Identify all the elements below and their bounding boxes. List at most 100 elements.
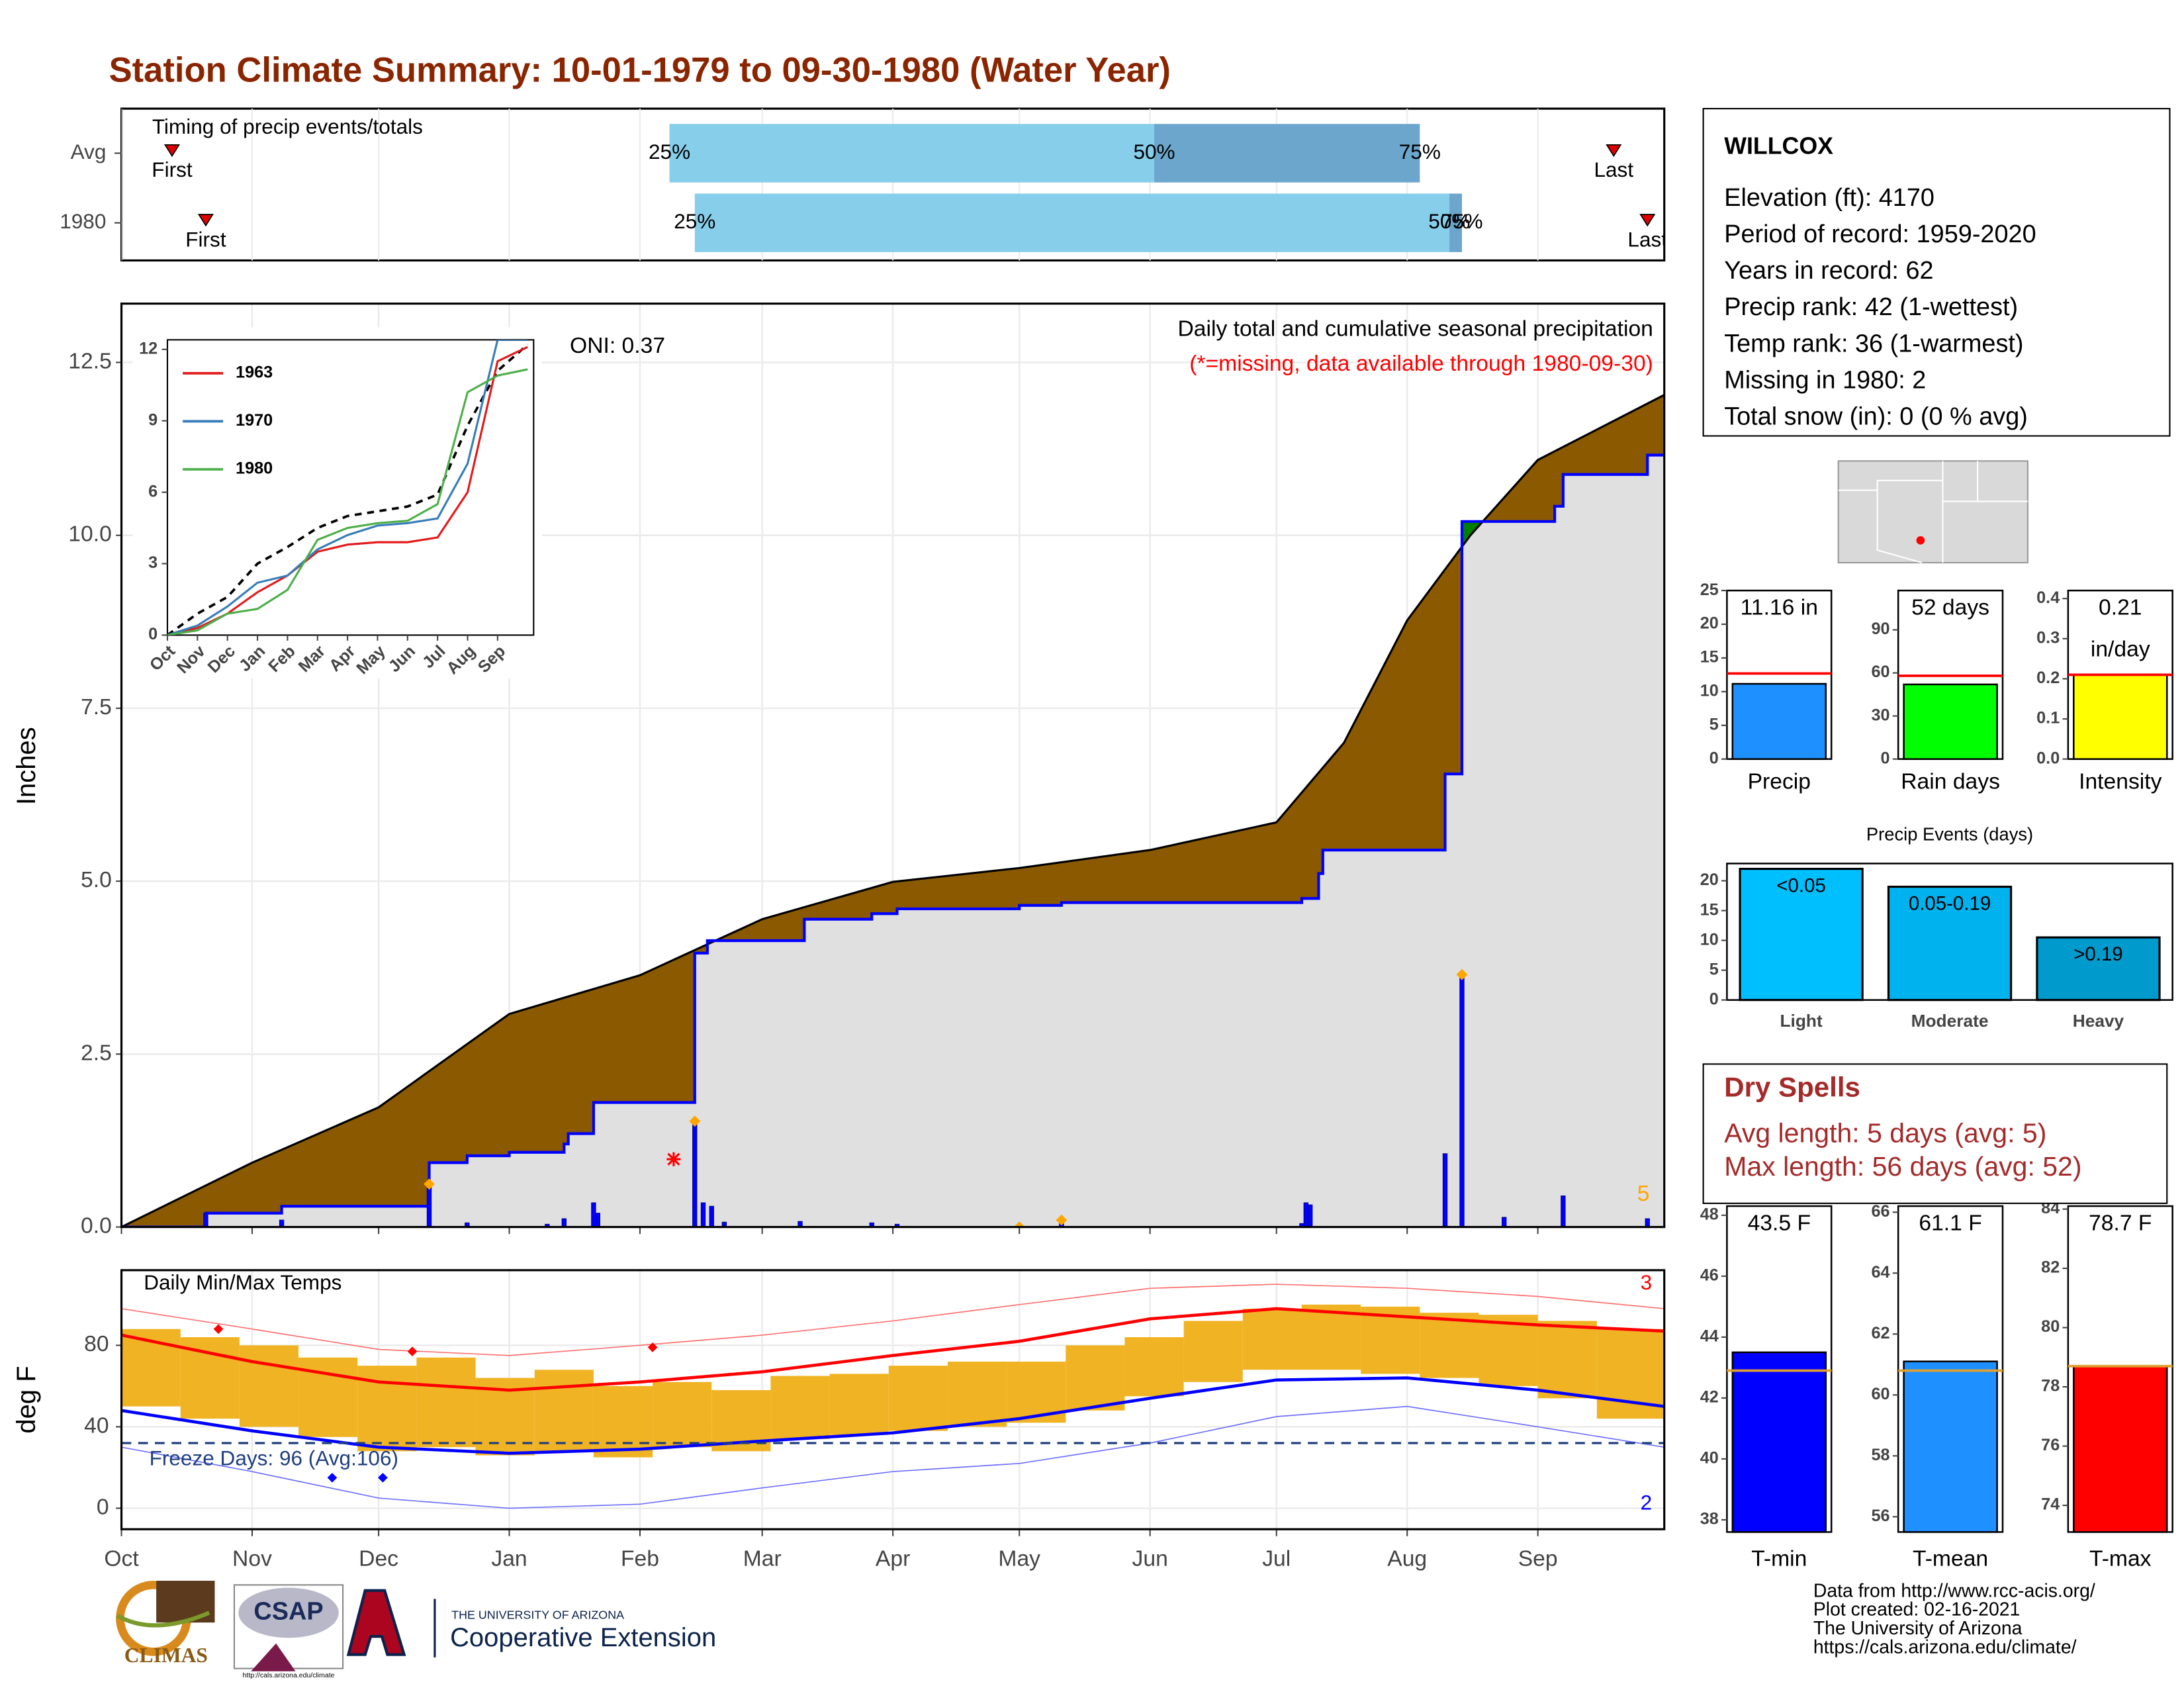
record-marker [689, 1115, 701, 1127]
daily-temp-bar [829, 1374, 889, 1435]
freeze-label: Freeze Days: 96 (Avg:106) [150, 1446, 398, 1470]
mini-name: T-mean [1913, 1546, 1988, 1571]
annotation: ONI: 0.37 [570, 334, 665, 358]
daily-bar [1303, 1202, 1309, 1227]
dry-spells-line: Max length: 56 days (avg: 52) [1724, 1151, 2081, 1182]
y-tick-label: 0 [1709, 990, 1719, 1008]
y-tick-label: 66 [1871, 1202, 1889, 1221]
year-area [121, 455, 1664, 1227]
y-tick-label: 0.2 [2036, 669, 2060, 687]
value-label: 43.5 F [1748, 1211, 1811, 1235]
value-label: in/day [2091, 637, 2150, 661]
y-tick-label: 5 [1709, 715, 1719, 733]
x-tick-label: Feb [621, 1546, 659, 1571]
legend-label: 1963 [236, 363, 273, 382]
y-tick-label: 6 [148, 482, 158, 500]
mini-bar [2073, 1365, 2168, 1533]
station-info: Elevation (ft): 4170 [1724, 184, 1934, 212]
y-tick-label: 15 [1700, 900, 1719, 919]
daily-bar [894, 1223, 900, 1227]
x-tick-label: Light [1780, 1011, 1823, 1031]
daily-temp-bar [653, 1382, 712, 1448]
x-tick-label: Jul [1262, 1546, 1291, 1571]
series-line [167, 340, 528, 635]
logo-text: CLIMAS [124, 1644, 208, 1667]
daily-temp-bar [1124, 1337, 1184, 1397]
inset-plot [167, 340, 529, 635]
footer-line: Data from http://www.rcc-acis.org/ [1813, 1580, 2095, 1601]
timing-row-label: Avg [71, 140, 107, 164]
y-tick-label: 0 [148, 625, 158, 643]
dry-spells-line: Avg length: 5 days (avg: 5) [1724, 1118, 2046, 1149]
mini-bar [2073, 674, 2168, 760]
daily-bar [1502, 1217, 1507, 1227]
x-tick-label: Moderate [1911, 1011, 1989, 1031]
missing-marker [666, 1152, 681, 1166]
temp-frame [120, 1269, 1666, 1530]
y-tick-label: 20 [1700, 870, 1719, 889]
value-label: 52 days [1911, 595, 1989, 620]
timing-bar-early [694, 193, 1449, 252]
daily-temp-bar [180, 1337, 240, 1419]
dry-spells-box [1702, 1063, 2168, 1204]
event-threshold: 0.05-0.19 [1909, 893, 1991, 915]
mini-bar [1731, 682, 1827, 760]
timing-quantile-label: 75% [1441, 209, 1482, 233]
average-line [167, 344, 529, 635]
y-tick-label: 5 [1709, 960, 1719, 978]
timing-marker [1606, 144, 1622, 158]
mini-name: Precip [1748, 769, 1811, 794]
station-info: Years in record: 62 [1724, 257, 1933, 285]
logo-text: Cooperative Extension [450, 1623, 716, 1652]
y-axis-label: Inches [12, 727, 41, 805]
timing-quantile-label: 25% [674, 209, 715, 233]
avg-min-line [121, 1376, 1664, 1455]
y-tick-label: 0.0 [81, 1213, 112, 1238]
value-label: 61.1 F [1919, 1211, 1981, 1235]
timing-bar-early [669, 124, 1155, 183]
record-count: 3 [1641, 1270, 1653, 1294]
y-tick-label: 9 [148, 410, 158, 429]
daily-bar [1645, 1218, 1650, 1227]
x-tick-label: Apr [876, 1546, 910, 1571]
y-tick-label: 38 [1700, 1510, 1719, 1528]
daily-temp-bar [1479, 1315, 1538, 1386]
daily-bar [595, 1213, 600, 1227]
y-tick-label: 44 [1700, 1327, 1719, 1346]
mini-name: T-max [2089, 1546, 2152, 1571]
daily-temp-bar [239, 1345, 299, 1427]
x-tick-label: Mar [743, 1546, 782, 1571]
daily-bar [709, 1205, 714, 1227]
daily-bar [797, 1221, 803, 1227]
timing-marker-label: First [185, 227, 226, 251]
y-tick-label: 58 [1871, 1446, 1889, 1464]
y-tick-label: 0 [97, 1495, 109, 1519]
event-threshold: >0.19 [2073, 943, 2123, 965]
timing-marker [1639, 214, 1656, 227]
daily-temp-bar [1066, 1345, 1125, 1411]
daily-temp-bar [947, 1361, 1007, 1427]
logos [116, 1580, 436, 1671]
y-tick-label: 0.0 [2036, 749, 2060, 767]
year-line [121, 453, 1664, 1227]
mini-bar [1903, 683, 1998, 760]
record-max-line [121, 1284, 1664, 1356]
y-tick-label: 60 [1871, 663, 1889, 681]
timing-marker-label: First [152, 158, 193, 181]
y-tick-label: 46 [1700, 1266, 1719, 1285]
logo-text: CSAP [253, 1597, 323, 1625]
record-marker [407, 1346, 418, 1356]
station-info: Missing in 1980: 2 [1724, 366, 1926, 394]
average-line [121, 394, 1664, 1227]
y-tick-label: 42 [1700, 1388, 1719, 1407]
locator-map [1837, 460, 2028, 564]
timing-bar-late [1154, 124, 1420, 183]
y-tick-label: 0.1 [2036, 709, 2060, 727]
y-tick-label: 0.3 [2036, 628, 2060, 647]
logo-text: THE UNIVERSITY OF ARIZONA [451, 1608, 624, 1621]
y-tick-label: 80 [2041, 1317, 2060, 1336]
record-marker [1056, 1214, 1068, 1226]
timing-marker-label: Last [1627, 227, 1667, 251]
